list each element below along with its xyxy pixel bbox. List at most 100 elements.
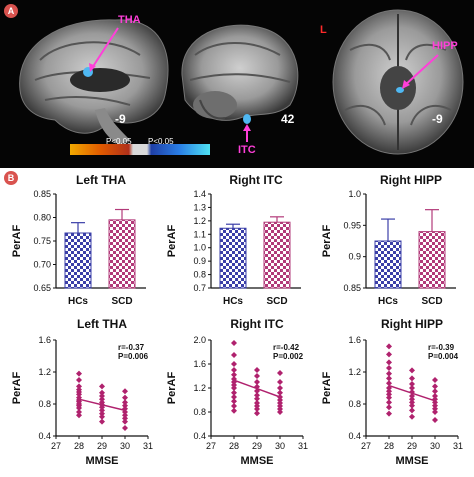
slice-number-3: -9 (432, 112, 443, 126)
x-tick-label: 27 (206, 441, 216, 451)
data-point (432, 388, 438, 395)
x-tick-label: 30 (275, 441, 285, 451)
y-tick-label: 0.9 (193, 256, 206, 266)
data-point (231, 367, 237, 373)
data-point (277, 389, 283, 396)
x-tick-label: 29 (252, 441, 262, 451)
chart-title: Left THA (77, 317, 127, 331)
x-axis-label: MMSE (241, 455, 274, 467)
x-axis-label: MMSE (86, 455, 119, 467)
data-point (231, 385, 237, 391)
data-point (386, 391, 392, 398)
bar-chart-left-tha: Left THA PerAF 0.65 0.70 0.75 0.80 0.85 HCs SCD (11, 173, 146, 307)
y-tick-label: 1.3 (193, 202, 206, 212)
correlation-p: P=0.002 (273, 352, 304, 361)
data-point (76, 412, 82, 419)
y-tick-label: 0.95 (343, 220, 361, 230)
bar-chart-right-hipp: Right HIPP PerAF 0.85 0.9 0.95 1.0 HCs SCD (321, 173, 456, 307)
hipp-region-highlight (396, 87, 404, 93)
data-point (76, 409, 82, 415)
x-tick-label: 27 (51, 441, 61, 451)
y-tick-label: 0.8 (193, 407, 206, 417)
y-tick-label: 0.8 (193, 270, 206, 280)
y-tick-label: 1.6 (348, 335, 361, 345)
itc-region-highlight (243, 114, 251, 124)
data-point (386, 351, 392, 358)
category-label: SCD (111, 296, 132, 307)
data-point (99, 393, 105, 399)
correlation-r: r=-0.39 (428, 343, 455, 352)
data-point (409, 396, 415, 403)
data-point (99, 396, 105, 403)
y-tick-label: 0.4 (193, 431, 206, 441)
y-tick-label: 1.6 (193, 359, 206, 369)
data-point (254, 410, 260, 417)
data-point (386, 410, 392, 417)
y-tick-label: 1.2 (38, 367, 51, 377)
data-point (432, 405, 438, 412)
bar-scd (263, 221, 291, 289)
data-point (99, 383, 105, 390)
data-point (432, 399, 438, 406)
data-point (76, 370, 82, 377)
chart-title: Right HIPP (381, 317, 443, 331)
hipp-arrow (403, 54, 439, 87)
data-point (409, 375, 415, 382)
data-point (386, 394, 392, 401)
correlation-p: P=0.006 (118, 352, 149, 361)
colorbar-left-text: P<0.05 (106, 137, 132, 146)
data-point (99, 389, 105, 396)
category-label: SCD (421, 296, 442, 307)
x-tick-label: 27 (361, 441, 371, 451)
bar-scd (108, 219, 136, 289)
data-point (432, 417, 438, 423)
x-tick-label: 29 (407, 441, 417, 451)
y-tick-label: 0.9 (348, 252, 361, 262)
x-tick-label: 30 (430, 441, 440, 451)
data-point (122, 418, 128, 425)
data-point (409, 399, 415, 406)
data-point (122, 412, 128, 419)
colorbar-right-text: P<0.05 (148, 137, 174, 146)
data-point (231, 352, 237, 358)
y-tick-label: 0.7 (193, 283, 206, 293)
data-point (409, 393, 415, 399)
data-point (432, 409, 438, 415)
itc-label: ITC (238, 144, 256, 156)
data-point (432, 396, 438, 403)
data-point (122, 402, 128, 409)
y-axis-label: PerAF (321, 225, 333, 258)
sagittal-slice-left (19, 19, 169, 145)
chart-title: Right ITC (229, 173, 283, 187)
data-point (231, 394, 237, 400)
y-tick-label: 1.2 (348, 367, 361, 377)
x-tick-label: 28 (74, 441, 84, 451)
data-point (386, 370, 392, 377)
data-point (76, 405, 82, 411)
correlation-p: P=0.004 (428, 352, 459, 361)
data-point (122, 394, 128, 401)
y-tick-label: 1.0 (348, 189, 361, 199)
panel-b-charts: B Left THA PerAF 0.65 0.70 0.75 0.80 0.85 HCs SC… (0, 168, 474, 477)
y-tick-label: 1.2 (193, 216, 206, 226)
correlation-r: r=-0.42 (273, 343, 300, 352)
data-point (122, 425, 128, 431)
data-point (277, 370, 283, 376)
data-point (277, 409, 283, 415)
y-tick-label: 1.4 (193, 189, 206, 199)
sagittal-slice-middle (181, 24, 299, 121)
y-tick-label: 1.1 (193, 229, 206, 239)
y-axis-label: PerAF (321, 372, 333, 405)
data-point (409, 407, 415, 414)
category-label: HCs (378, 296, 398, 307)
x-tick-label: 31 (453, 441, 463, 451)
scatter-chart-left-tha: Left THA PerAF MMSE 0.4 0.8 1.2 1.6 27 28 29 30 31 r… (11, 317, 153, 467)
data-point (254, 379, 260, 385)
data-point (254, 406, 260, 412)
data-point (76, 383, 82, 390)
x-tick-label: 31 (143, 441, 153, 451)
axial-slice-right (332, 9, 464, 155)
data-point (409, 413, 415, 420)
data-point (76, 377, 82, 383)
data-point (76, 391, 82, 398)
